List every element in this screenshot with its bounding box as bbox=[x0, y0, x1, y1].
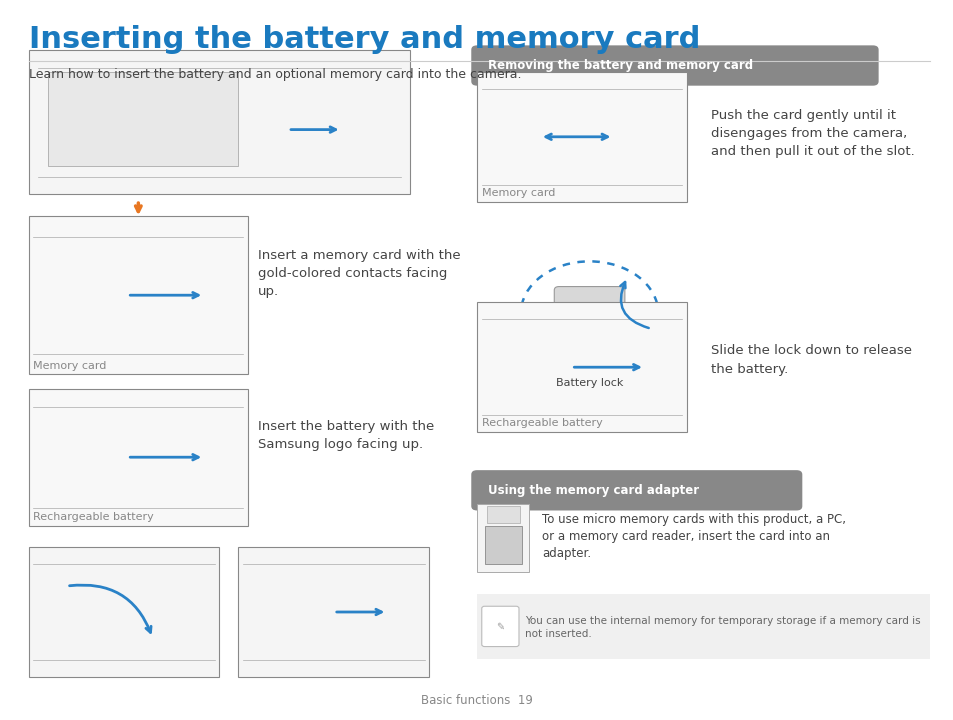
Text: Push the card gently until it
disengages from the camera,
and then pull it out o: Push the card gently until it disengages… bbox=[710, 109, 914, 158]
Text: ✎: ✎ bbox=[496, 621, 504, 631]
Text: Basic functions  19: Basic functions 19 bbox=[420, 694, 533, 707]
Text: Memory card: Memory card bbox=[481, 188, 555, 198]
Text: Removing the battery and memory card: Removing the battery and memory card bbox=[488, 59, 753, 72]
Text: Battery lock: Battery lock bbox=[556, 378, 622, 388]
Text: Learn how to insert the battery and an optional memory card into the camera.: Learn how to insert the battery and an o… bbox=[29, 68, 520, 81]
Text: Using the memory card adapter: Using the memory card adapter bbox=[488, 484, 699, 497]
FancyBboxPatch shape bbox=[476, 594, 929, 659]
Text: Slide the lock down to release
the battery.: Slide the lock down to release the batte… bbox=[710, 344, 911, 376]
FancyBboxPatch shape bbox=[29, 50, 410, 194]
Text: Insert the battery with the
Samsung logo facing up.: Insert the battery with the Samsung logo… bbox=[257, 420, 434, 451]
Text: Inserting the battery and memory card: Inserting the battery and memory card bbox=[29, 25, 700, 54]
Text: Insert a memory card with the
gold-colored contacts facing
up.: Insert a memory card with the gold-color… bbox=[257, 249, 459, 298]
Text: To use micro memory cards with this product, a PC,
or a memory card reader, inse: To use micro memory cards with this prod… bbox=[541, 513, 845, 560]
FancyBboxPatch shape bbox=[471, 45, 878, 86]
FancyBboxPatch shape bbox=[471, 470, 801, 510]
FancyBboxPatch shape bbox=[29, 389, 248, 526]
FancyBboxPatch shape bbox=[476, 302, 686, 432]
FancyBboxPatch shape bbox=[48, 72, 238, 166]
FancyBboxPatch shape bbox=[484, 526, 521, 564]
FancyBboxPatch shape bbox=[481, 606, 518, 647]
FancyBboxPatch shape bbox=[238, 547, 429, 677]
FancyBboxPatch shape bbox=[29, 216, 248, 374]
Text: You can use the internal memory for temporary storage if a memory card is
not in: You can use the internal memory for temp… bbox=[524, 616, 920, 639]
Text: Memory card: Memory card bbox=[33, 361, 107, 371]
FancyBboxPatch shape bbox=[554, 287, 624, 340]
FancyBboxPatch shape bbox=[29, 547, 219, 677]
Text: Rechargeable battery: Rechargeable battery bbox=[33, 512, 154, 522]
FancyBboxPatch shape bbox=[476, 72, 686, 202]
Text: Rechargeable battery: Rechargeable battery bbox=[481, 418, 602, 428]
FancyBboxPatch shape bbox=[476, 504, 529, 572]
FancyBboxPatch shape bbox=[486, 506, 519, 523]
